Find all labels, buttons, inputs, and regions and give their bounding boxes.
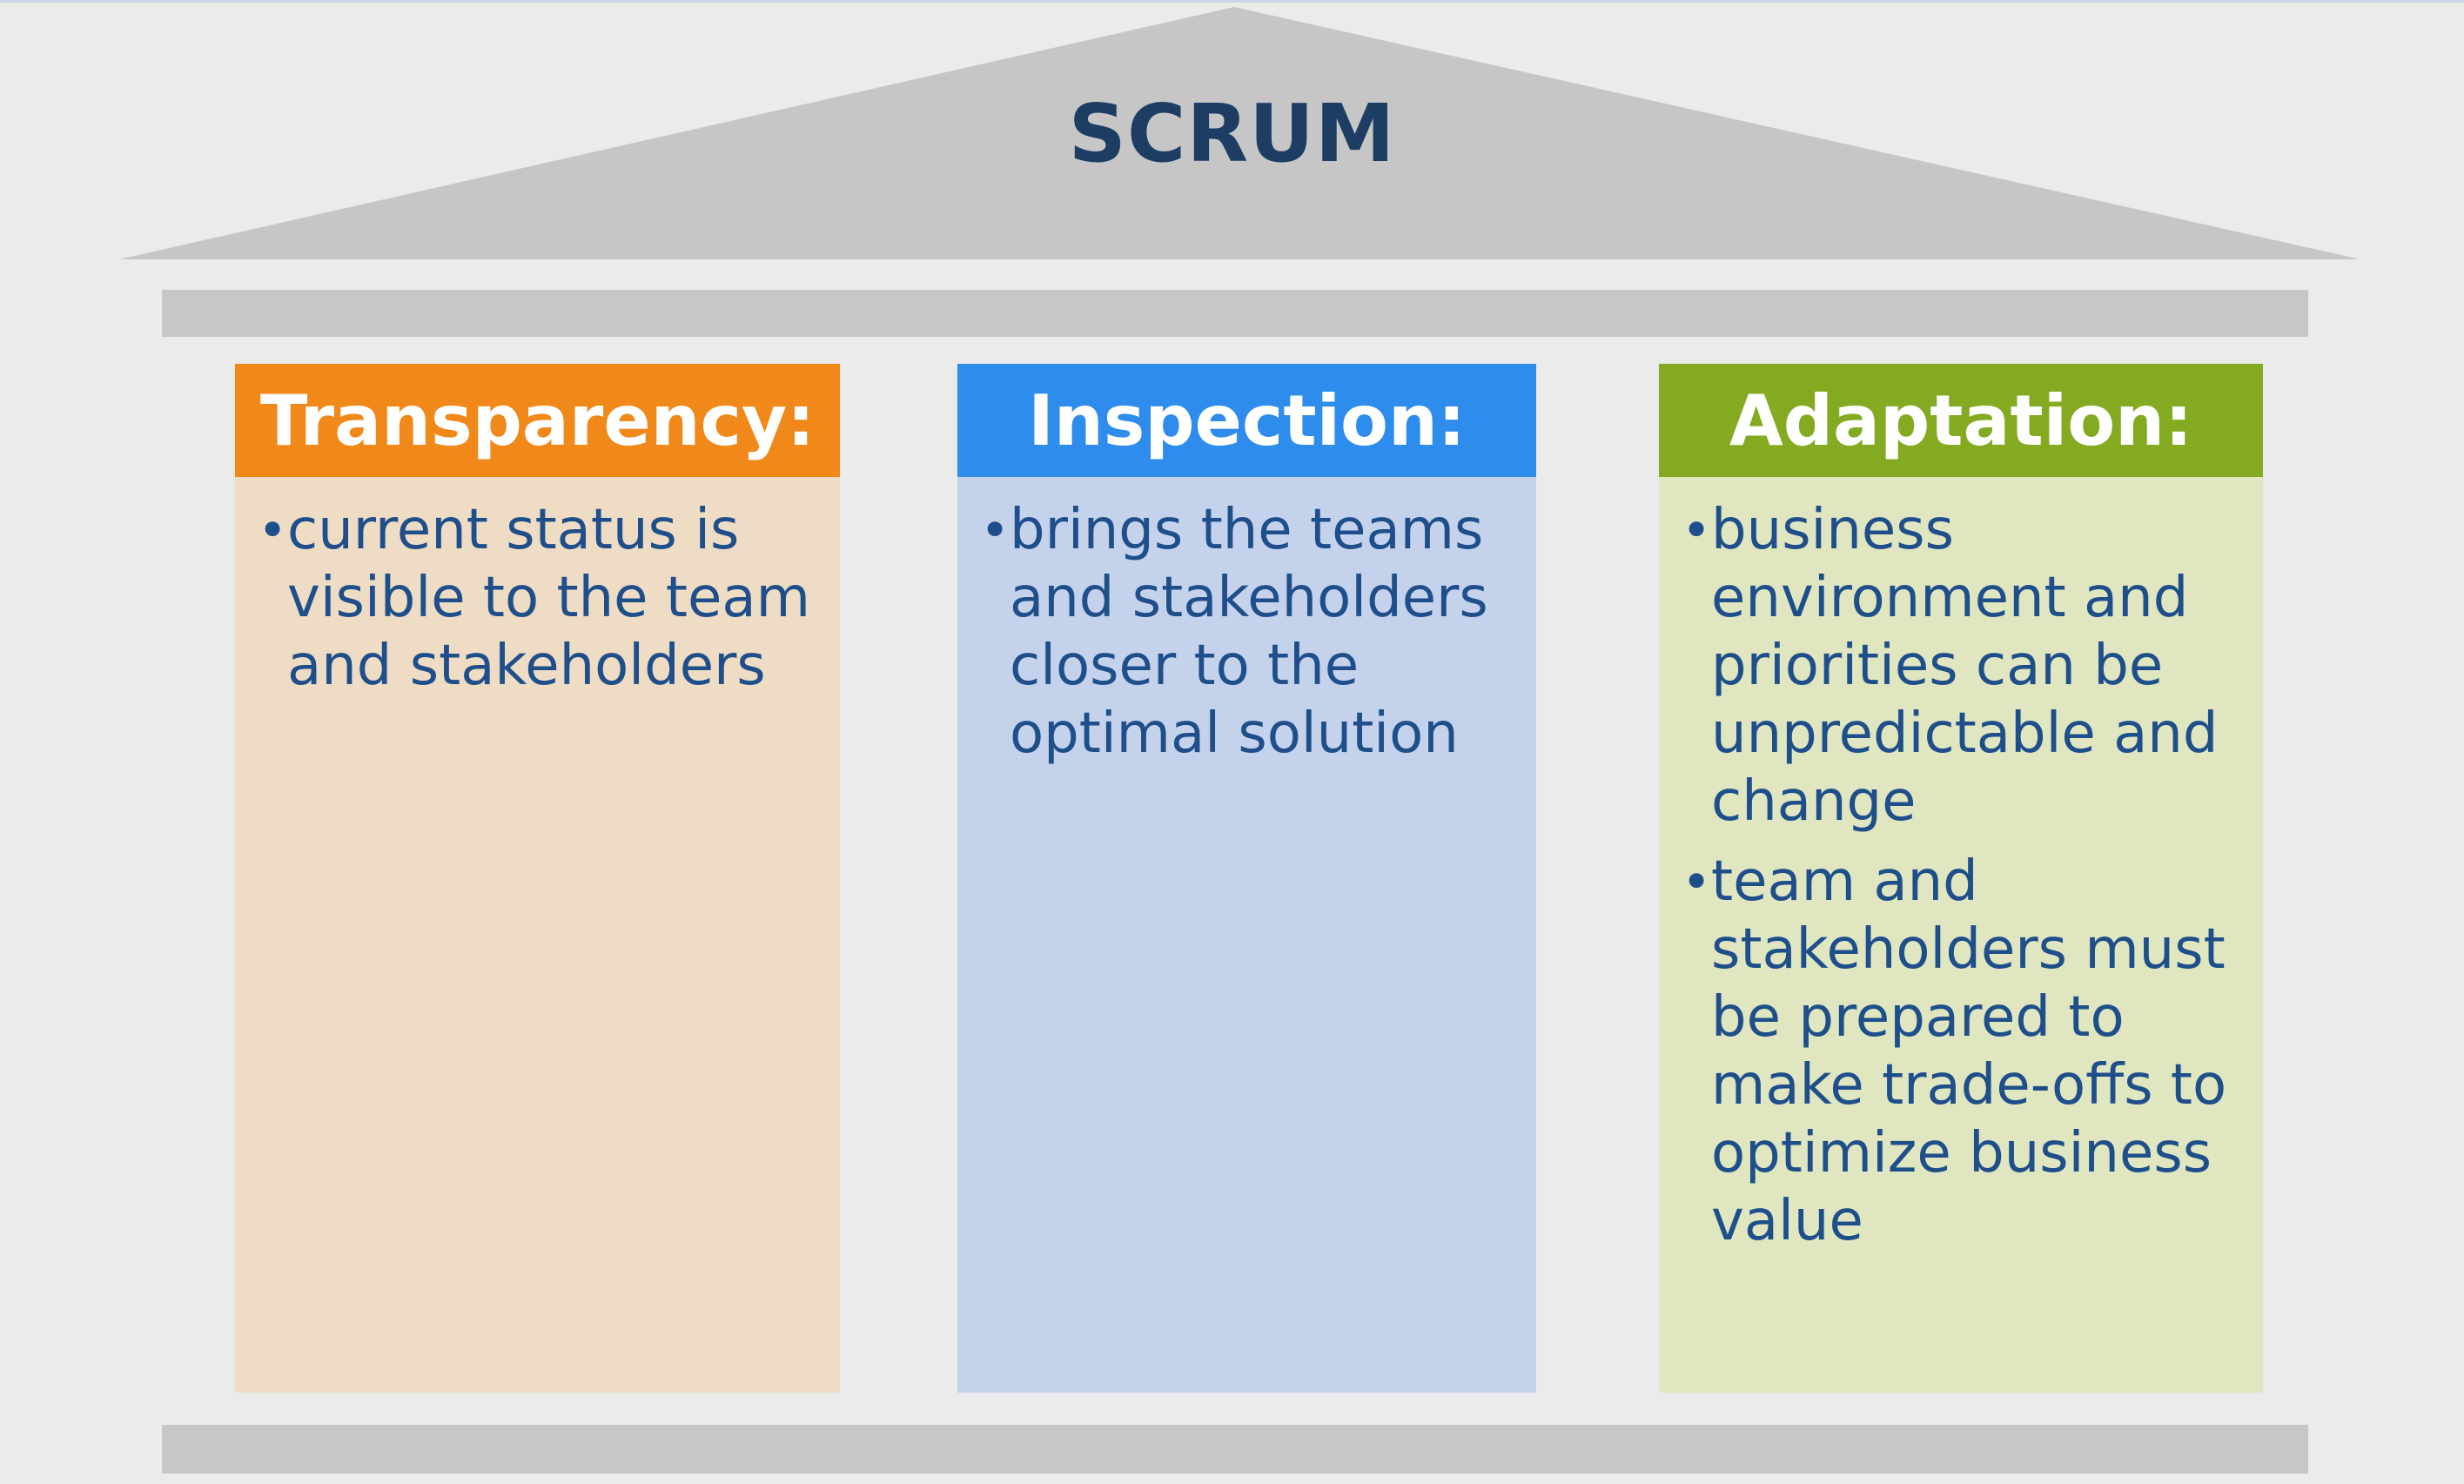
pillar-heading: Adaptation: [1659, 364, 2263, 477]
pillar-adaptation: Adaptation: business environment and pri… [1659, 364, 2263, 1393]
bullet-item: team and stakeholders must be prepared t… [1682, 848, 2246, 1255]
bullet-item: current status is visible to the team an… [258, 496, 822, 700]
pillar-body: business environment and priorities can … [1659, 477, 2263, 1393]
pillar-heading: Transparency: [235, 364, 840, 477]
pillar-transparency: Transparency: current status is visible … [235, 364, 840, 1393]
diagram-title: SCRUM [1068, 87, 1396, 180]
pillar-inspection: Inspection: brings the teams and stakeho… [957, 364, 1536, 1393]
bottom-beam [162, 1425, 2308, 1474]
bullet-item: business environment and priorities can … [1682, 496, 2246, 836]
bullet-item: brings the teams and stakeholders closer… [980, 496, 1519, 768]
pillar-heading: Inspection: [957, 364, 1536, 477]
bullet-list: current status is visible to the team an… [258, 496, 822, 700]
bullet-list: brings the teams and stakeholders closer… [980, 496, 1519, 768]
top-border-line [0, 0, 2464, 3]
bullet-list: business environment and priorities can … [1682, 496, 2246, 1255]
roof-triangle [119, 7, 2360, 259]
pillar-body: brings the teams and stakeholders closer… [957, 477, 1536, 1393]
top-beam [162, 290, 2308, 337]
pillar-body: current status is visible to the team an… [235, 477, 840, 1393]
